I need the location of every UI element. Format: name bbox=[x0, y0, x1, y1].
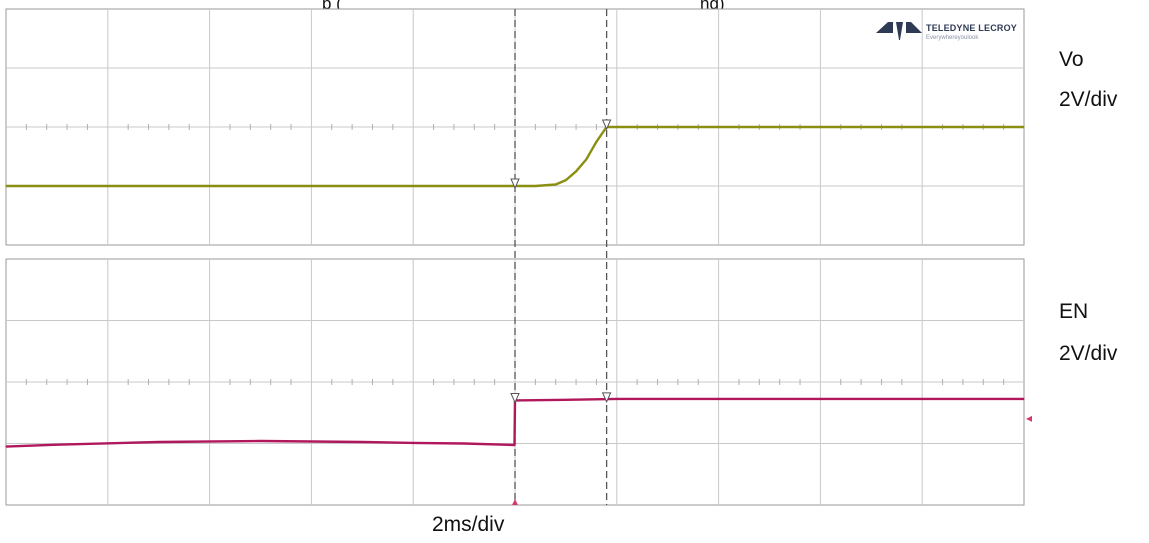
teledyne-logo-icon bbox=[876, 22, 922, 40]
brand-tagline: Everywhereyoulook bbox=[926, 35, 979, 41]
cursor-arrow-vo-1 bbox=[601, 119, 612, 131]
point-vo-6 bbox=[555, 183, 557, 186]
point-vo-7 bbox=[565, 179, 567, 181]
timebase-label: 2ms/div bbox=[432, 513, 505, 536]
en-level-marker bbox=[1026, 415, 1032, 422]
point-en-5 bbox=[412, 442, 414, 444]
point-vo-5 bbox=[534, 185, 537, 187]
channel-vo-name: Vo bbox=[1059, 48, 1084, 71]
trigger-marker bbox=[512, 499, 518, 505]
point-vo-10 bbox=[595, 141, 598, 143]
point-en-2 bbox=[158, 441, 160, 443]
point-en-12 bbox=[819, 398, 822, 400]
point-en-11 bbox=[718, 398, 720, 400]
channel-en-scale: 2V/div bbox=[1059, 342, 1118, 365]
point-vo-9 bbox=[585, 158, 587, 160]
traces bbox=[5, 119, 1025, 448]
point-en-13 bbox=[921, 398, 923, 400]
point-en-0 bbox=[5, 446, 7, 448]
channel-vo-scale: 2V/div bbox=[1059, 88, 1118, 111]
point-en-7 bbox=[513, 444, 516, 446]
cursor-arrow-en-0 bbox=[510, 392, 520, 404]
point-vo-1 bbox=[209, 185, 211, 187]
point-vo-0 bbox=[5, 185, 7, 187]
brand-logo: TELEDYNE LECROY Everywhereyoulook bbox=[876, 22, 1017, 41]
point-en-10 bbox=[616, 398, 618, 400]
cursor-arrow-en-1 bbox=[601, 392, 612, 404]
point-vo-13 bbox=[718, 126, 720, 128]
point-vo-2 bbox=[412, 185, 414, 187]
cursor-arrow-vo-0 bbox=[510, 178, 520, 190]
point-vo-8 bbox=[575, 170, 577, 172]
point-en-3 bbox=[259, 440, 262, 442]
point-vo-3 bbox=[494, 185, 496, 187]
point-en-14 bbox=[1023, 398, 1025, 400]
point-en-1 bbox=[56, 444, 58, 446]
channel-en-name: EN bbox=[1059, 300, 1089, 323]
point-en-4 bbox=[361, 441, 363, 443]
point-en-6 bbox=[463, 442, 465, 445]
point-en-9 bbox=[565, 399, 567, 401]
point-vo-14 bbox=[819, 126, 822, 128]
point-vo-15 bbox=[921, 126, 923, 128]
brand-name: TELEDYNE LECROY bbox=[926, 23, 1017, 33]
point-vo-12 bbox=[616, 126, 618, 128]
point-vo-16 bbox=[1023, 126, 1025, 128]
